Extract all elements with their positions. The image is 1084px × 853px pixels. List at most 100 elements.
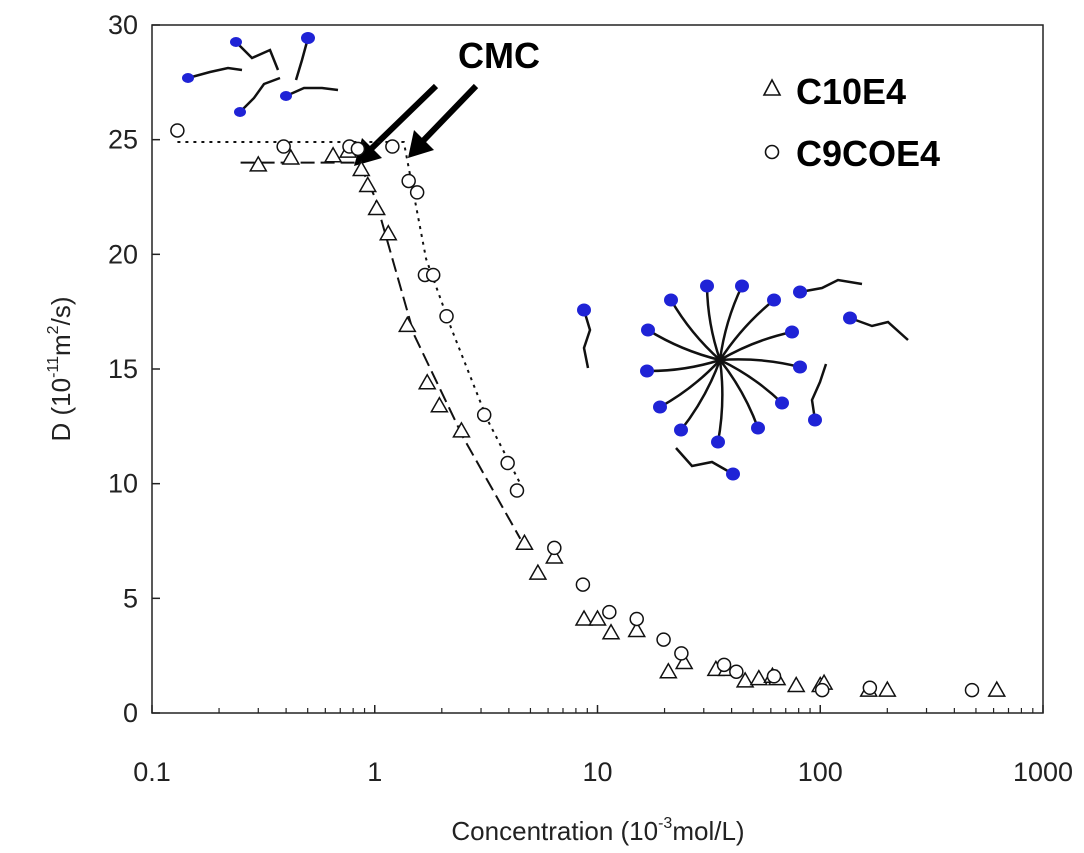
point-c10e4 — [574, 609, 594, 626]
point-c9coe4 — [350, 141, 366, 157]
point-c9coe4 — [729, 664, 744, 679]
point-c9coe4 — [964, 682, 980, 698]
point-c10e4 — [248, 155, 268, 172]
point-c9coe4 — [276, 139, 291, 154]
headgroup-dot — [664, 293, 678, 307]
cmc-annotation: CMC — [354, 35, 540, 166]
free-monomer-tail — [810, 363, 828, 421]
micelle-tail — [705, 285, 722, 361]
monomer-illustration-icon — [182, 32, 339, 117]
point-c10e4 — [351, 159, 371, 177]
x-tick-label: 0.1 — [133, 757, 171, 787]
micelle-tail — [647, 328, 721, 362]
headgroup-dot — [751, 421, 765, 435]
point-c10e4 — [588, 609, 607, 626]
headgroup-dot — [808, 413, 822, 427]
y-tick-label: 0 — [123, 698, 138, 728]
point-c10e4 — [378, 224, 398, 241]
point-c10e4 — [417, 373, 437, 390]
headgroup-dot — [843, 311, 857, 325]
point-c9coe4 — [170, 123, 185, 138]
cmc-arrow-c10e4-icon — [367, 83, 439, 153]
point-c10e4 — [398, 315, 417, 333]
point-c10e4 — [528, 563, 548, 580]
point-c10e4 — [659, 662, 678, 679]
micelle-tail — [718, 299, 775, 361]
free-monomer-tail — [675, 447, 734, 476]
micelle-tail — [680, 359, 722, 431]
guide-line-c9coe4 — [177, 141, 522, 485]
micelle-tail — [719, 330, 793, 362]
headgroup-dot — [735, 279, 749, 293]
headgroup-dot — [785, 325, 799, 339]
headgroup-dot — [653, 400, 667, 414]
point-c10e4 — [601, 623, 621, 640]
y-tick-label: 25 — [108, 125, 138, 155]
y-tick-label: 30 — [108, 10, 138, 40]
micelle-tail — [719, 358, 801, 369]
headgroup-dot — [793, 285, 807, 299]
y-tick-label: 15 — [108, 354, 138, 384]
guide-line-c10e4 — [240, 161, 522, 540]
headgroup-dot — [674, 423, 688, 437]
data-points — [170, 123, 1007, 698]
micelle-tail — [659, 359, 721, 409]
x-tick-label: 1000 — [1013, 757, 1073, 787]
guide-lines — [177, 141, 522, 540]
headgroup-dot — [640, 364, 654, 378]
point-c9coe4 — [509, 483, 525, 498]
micelle-tail — [669, 299, 721, 361]
x-axis-title: Concentration (10-3mol/L) — [451, 815, 744, 846]
point-c9coe4 — [602, 604, 617, 620]
point-c9coe4 — [500, 455, 515, 471]
micelle-illustration-icon — [577, 278, 909, 481]
point-c10e4 — [515, 533, 534, 551]
legend-triangle-icon — [762, 78, 782, 96]
x-tick-label: 100 — [798, 757, 843, 787]
free-monomer-tail — [582, 309, 592, 369]
y-tick-label: 5 — [123, 583, 138, 613]
y-axis-title: D (10-11m2/s) — [45, 297, 76, 442]
headgroup-dot — [711, 435, 725, 449]
micelle-tail — [719, 358, 783, 404]
point-c9coe4 — [716, 657, 732, 673]
point-c10e4 — [735, 671, 755, 688]
point-c9coe4 — [575, 577, 591, 592]
point-c9coe4 — [814, 682, 830, 698]
point-c10e4 — [674, 653, 694, 670]
point-c9coe4 — [862, 680, 878, 696]
headgroup-dot — [767, 293, 781, 307]
point-c10e4 — [358, 176, 378, 193]
micelle-tail — [716, 359, 724, 443]
point-c9coe4 — [425, 267, 441, 283]
headgroup-dot — [775, 396, 789, 410]
point-c10e4 — [367, 198, 386, 216]
headgroup-dot — [793, 360, 807, 374]
point-c10e4 — [545, 547, 564, 564]
headgroup-dot — [726, 467, 740, 481]
point-c10e4 — [281, 148, 301, 165]
legend: C10E4 C9COE4 — [762, 71, 940, 174]
y-tick-label: 10 — [108, 469, 138, 499]
micelle-tail — [718, 285, 744, 361]
point-c10e4 — [786, 675, 806, 693]
axis-ticks — [151, 24, 1044, 714]
headgroup-dot — [641, 323, 655, 337]
cmc-label: CMC — [458, 35, 540, 76]
free-monomer-tail — [799, 278, 863, 294]
point-c10e4 — [452, 421, 471, 438]
headgroup-dot — [700, 279, 714, 293]
headgroup-dot — [577, 303, 591, 317]
point-c10e4 — [430, 396, 449, 413]
point-c9coe4 — [439, 309, 454, 324]
legend-circle-icon — [764, 144, 780, 160]
legend-label-c9coe4: C9COE4 — [796, 133, 940, 174]
point-c10e4 — [323, 146, 343, 163]
point-c9coe4 — [547, 540, 562, 556]
legend-label-c10e4: C10E4 — [796, 71, 906, 112]
micelle-tail — [719, 359, 760, 429]
axis-tick-labels: 0 5 10 15 20 25 30 0.1 1 10 100 1000 — [108, 10, 1073, 787]
free-monomer-tail — [849, 316, 909, 341]
point-c10e4 — [627, 620, 647, 638]
